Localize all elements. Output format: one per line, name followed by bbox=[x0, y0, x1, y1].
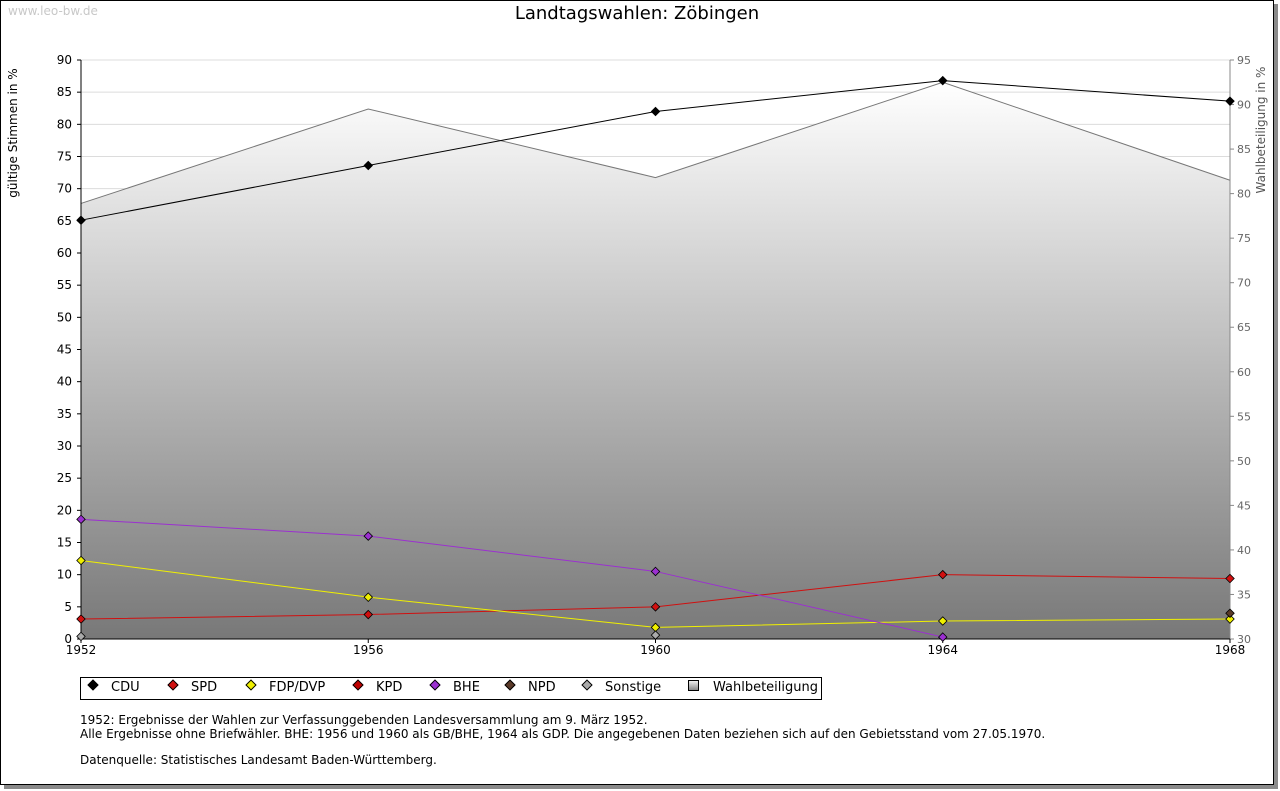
legend-label-bhe: BHE bbox=[453, 680, 480, 695]
point-cdu bbox=[1225, 96, 1235, 106]
y-tick-label: 40 bbox=[57, 375, 72, 389]
area-wahlbeteiligung bbox=[81, 82, 1230, 640]
legend-marker-sonstige bbox=[581, 679, 593, 691]
y-tick-label: 45 bbox=[57, 343, 72, 357]
y-tick-label: 10 bbox=[57, 568, 72, 582]
point-bhe bbox=[650, 566, 661, 577]
y-tick-label: 5 bbox=[64, 600, 72, 614]
note-line-2: Alle Ergebnisse ohne Briefwähler. BHE: 1… bbox=[80, 727, 1046, 741]
legend-item-bhe: BHE bbox=[429, 679, 480, 695]
point-npd bbox=[1225, 608, 1235, 619]
point-cdu bbox=[937, 75, 948, 86]
note-line-1: 1952: Ergebnisse der Wahlen zur Verfassu… bbox=[80, 713, 648, 727]
y-tick-label: 75 bbox=[57, 150, 72, 164]
legend-item-fdp: FDP/DVP bbox=[245, 679, 326, 695]
y-tick-label: 55 bbox=[57, 278, 72, 292]
chart-title: Landtagswahlen: Zöbingen bbox=[514, 3, 760, 24]
x-tick-label: 1956 bbox=[353, 643, 384, 657]
point-fdp-dvp bbox=[76, 555, 86, 566]
line-bhe bbox=[80, 518, 943, 638]
y-tick-label: 60 bbox=[57, 246, 72, 260]
point-sonstige bbox=[650, 630, 661, 640]
y-right-tick-label: 75 bbox=[1237, 232, 1251, 245]
point-spd bbox=[937, 569, 948, 580]
legend-item-cdu: CDU bbox=[87, 679, 140, 695]
y-right-tick-label: 45 bbox=[1237, 499, 1251, 512]
y-tick-label: 65 bbox=[57, 214, 72, 228]
legend-item-kpd: KPD bbox=[352, 679, 403, 695]
y-right-tick-label: 40 bbox=[1237, 544, 1251, 557]
point-spd bbox=[363, 609, 374, 620]
point-fdp-dvp bbox=[1225, 614, 1235, 624]
legend-label-fdp: FDP/DVP bbox=[269, 680, 326, 695]
point-cdu bbox=[76, 215, 86, 225]
y-right-tick-label: 70 bbox=[1237, 277, 1251, 290]
y-right-tick-label: 30 bbox=[1237, 633, 1251, 646]
line-wahlbeteiligung bbox=[80, 81, 1231, 204]
y-right-tick-label: 35 bbox=[1237, 588, 1251, 601]
y-tick-label: 20 bbox=[57, 503, 72, 517]
legend-item-spd: SPD bbox=[167, 679, 218, 695]
y-tick-label: 15 bbox=[57, 536, 72, 550]
legend-label-npd: NPD bbox=[528, 680, 556, 695]
watermark: www.leo-bw.de bbox=[8, 4, 98, 18]
point-cdu bbox=[363, 160, 374, 171]
point-spd bbox=[650, 602, 661, 612]
point-cdu bbox=[650, 106, 661, 117]
chart-legend: CDU SPD FDP/DVP KPD BHE NPD Sonstige Wah… bbox=[80, 677, 822, 700]
legend-marker-bhe bbox=[429, 679, 441, 691]
legend-label-spd: SPD bbox=[191, 680, 218, 695]
legend-marker-spd bbox=[167, 679, 179, 691]
legend-item-npd: NPD bbox=[504, 679, 556, 695]
legend-label-wahlbeteiligung: Wahlbeteiligung bbox=[713, 680, 819, 695]
legend-label-sonstige: Sonstige bbox=[605, 680, 662, 695]
note-source: Datenquelle: Statistisches Landesamt Bad… bbox=[80, 753, 437, 767]
legend-marker-cdu bbox=[87, 679, 99, 691]
point-sonstige bbox=[76, 631, 86, 642]
point-fdp-dvp bbox=[363, 592, 374, 602]
y-right-tick-label: 55 bbox=[1237, 410, 1251, 423]
legend-item-wahlbeteiligung: Wahlbeteiligung bbox=[688, 680, 818, 695]
x-tick-label: 1964 bbox=[927, 643, 958, 657]
point-spd bbox=[76, 614, 86, 624]
legend-marker-kpd bbox=[352, 679, 364, 691]
point-bhe bbox=[937, 632, 948, 642]
y-right-tick-label: 65 bbox=[1237, 321, 1251, 334]
y-tick-label: 0 bbox=[64, 632, 72, 646]
y-tick-label: 30 bbox=[57, 439, 72, 453]
x-tick-label: 1952 bbox=[66, 643, 97, 657]
point-bhe bbox=[363, 531, 374, 541]
y-tick-label: 80 bbox=[57, 117, 72, 131]
legend-marker-wahlbeteiligung bbox=[688, 680, 699, 691]
legend-label-cdu: CDU bbox=[111, 680, 140, 695]
point-spd bbox=[1225, 573, 1235, 584]
y-tick-label: 85 bbox=[57, 85, 72, 99]
y-tick-label: 90 bbox=[57, 53, 72, 67]
y-tick-label: 35 bbox=[57, 407, 72, 421]
legend-marker-npd bbox=[504, 679, 516, 691]
y-right-tick-label: 90 bbox=[1237, 99, 1251, 112]
y-tick-label: 50 bbox=[57, 310, 72, 324]
y-tick-label: 25 bbox=[57, 471, 72, 485]
y-right-tick-label: 50 bbox=[1237, 455, 1251, 468]
chart-notes: 1952: Ergebnisse der Wahlen zur Verfassu… bbox=[80, 713, 1045, 767]
chart-plot: 0 5 10 15 20 25 30 35 40 45 50 55 60 65 70 75 80 85 90 30 35… bbox=[57, 53, 1251, 657]
x-tick-label: 1968 bbox=[1215, 643, 1246, 657]
y-right-tick-label: 60 bbox=[1237, 366, 1251, 379]
legend-marker-fdp bbox=[245, 679, 257, 691]
point-fdp-dvp bbox=[937, 616, 948, 626]
x-tick-label: 1960 bbox=[640, 643, 671, 657]
y-right-tick-label: 85 bbox=[1237, 143, 1251, 156]
y-right-tick-label: 80 bbox=[1237, 188, 1251, 201]
y-right-tick-label: 95 bbox=[1237, 54, 1251, 67]
legend-label-kpd: KPD bbox=[376, 680, 403, 695]
point-bhe bbox=[76, 514, 86, 525]
y-tick-label: 70 bbox=[57, 182, 72, 196]
legend-item-sonstige: Sonstige bbox=[581, 679, 662, 695]
